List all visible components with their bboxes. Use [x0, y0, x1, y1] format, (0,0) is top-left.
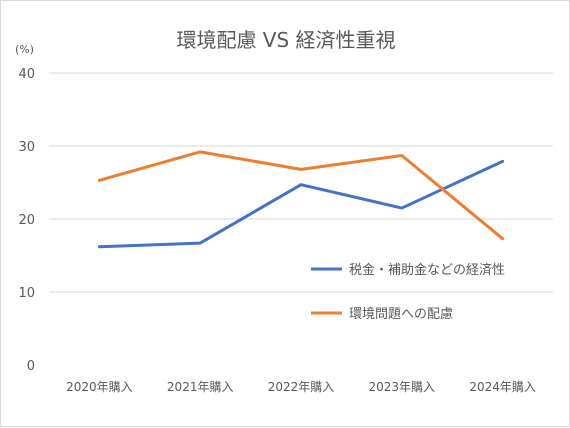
y-tick-label: 40 — [18, 67, 35, 82]
series-line-2 — [97, 150, 505, 241]
y-tick-label: 20 — [18, 213, 35, 228]
x-tick-label: 2023年購入 — [369, 380, 436, 394]
legend-label-2: 環境問題への配慮 — [349, 307, 453, 322]
x-tick-label: 2021年購入 — [167, 380, 234, 394]
x-tick-label: 2024年購入 — [469, 380, 536, 394]
y-tick-label: 10 — [18, 286, 35, 301]
chart-title: 環境配慮 VS 経済性重視 — [176, 28, 395, 52]
y-axis-ticks: 0 10 20 30 40 — [18, 67, 35, 374]
gridlines — [49, 72, 553, 293]
y-tick-label: 30 — [18, 140, 35, 155]
y-axis-unit: (%) — [15, 43, 34, 56]
x-axis-ticks: 2020年購入 2021年購入 2022年購入 2023年購入 2024年購入 — [66, 380, 536, 394]
series-lines — [97, 150, 505, 249]
y-tick-label: 0 — [27, 359, 35, 374]
x-tick-label: 2020年購入 — [66, 380, 133, 394]
legend-label-1: 税金・補助金などの経済性 — [349, 262, 505, 278]
series-line-1 — [97, 159, 505, 249]
x-tick-label: 2022年購入 — [268, 380, 335, 394]
